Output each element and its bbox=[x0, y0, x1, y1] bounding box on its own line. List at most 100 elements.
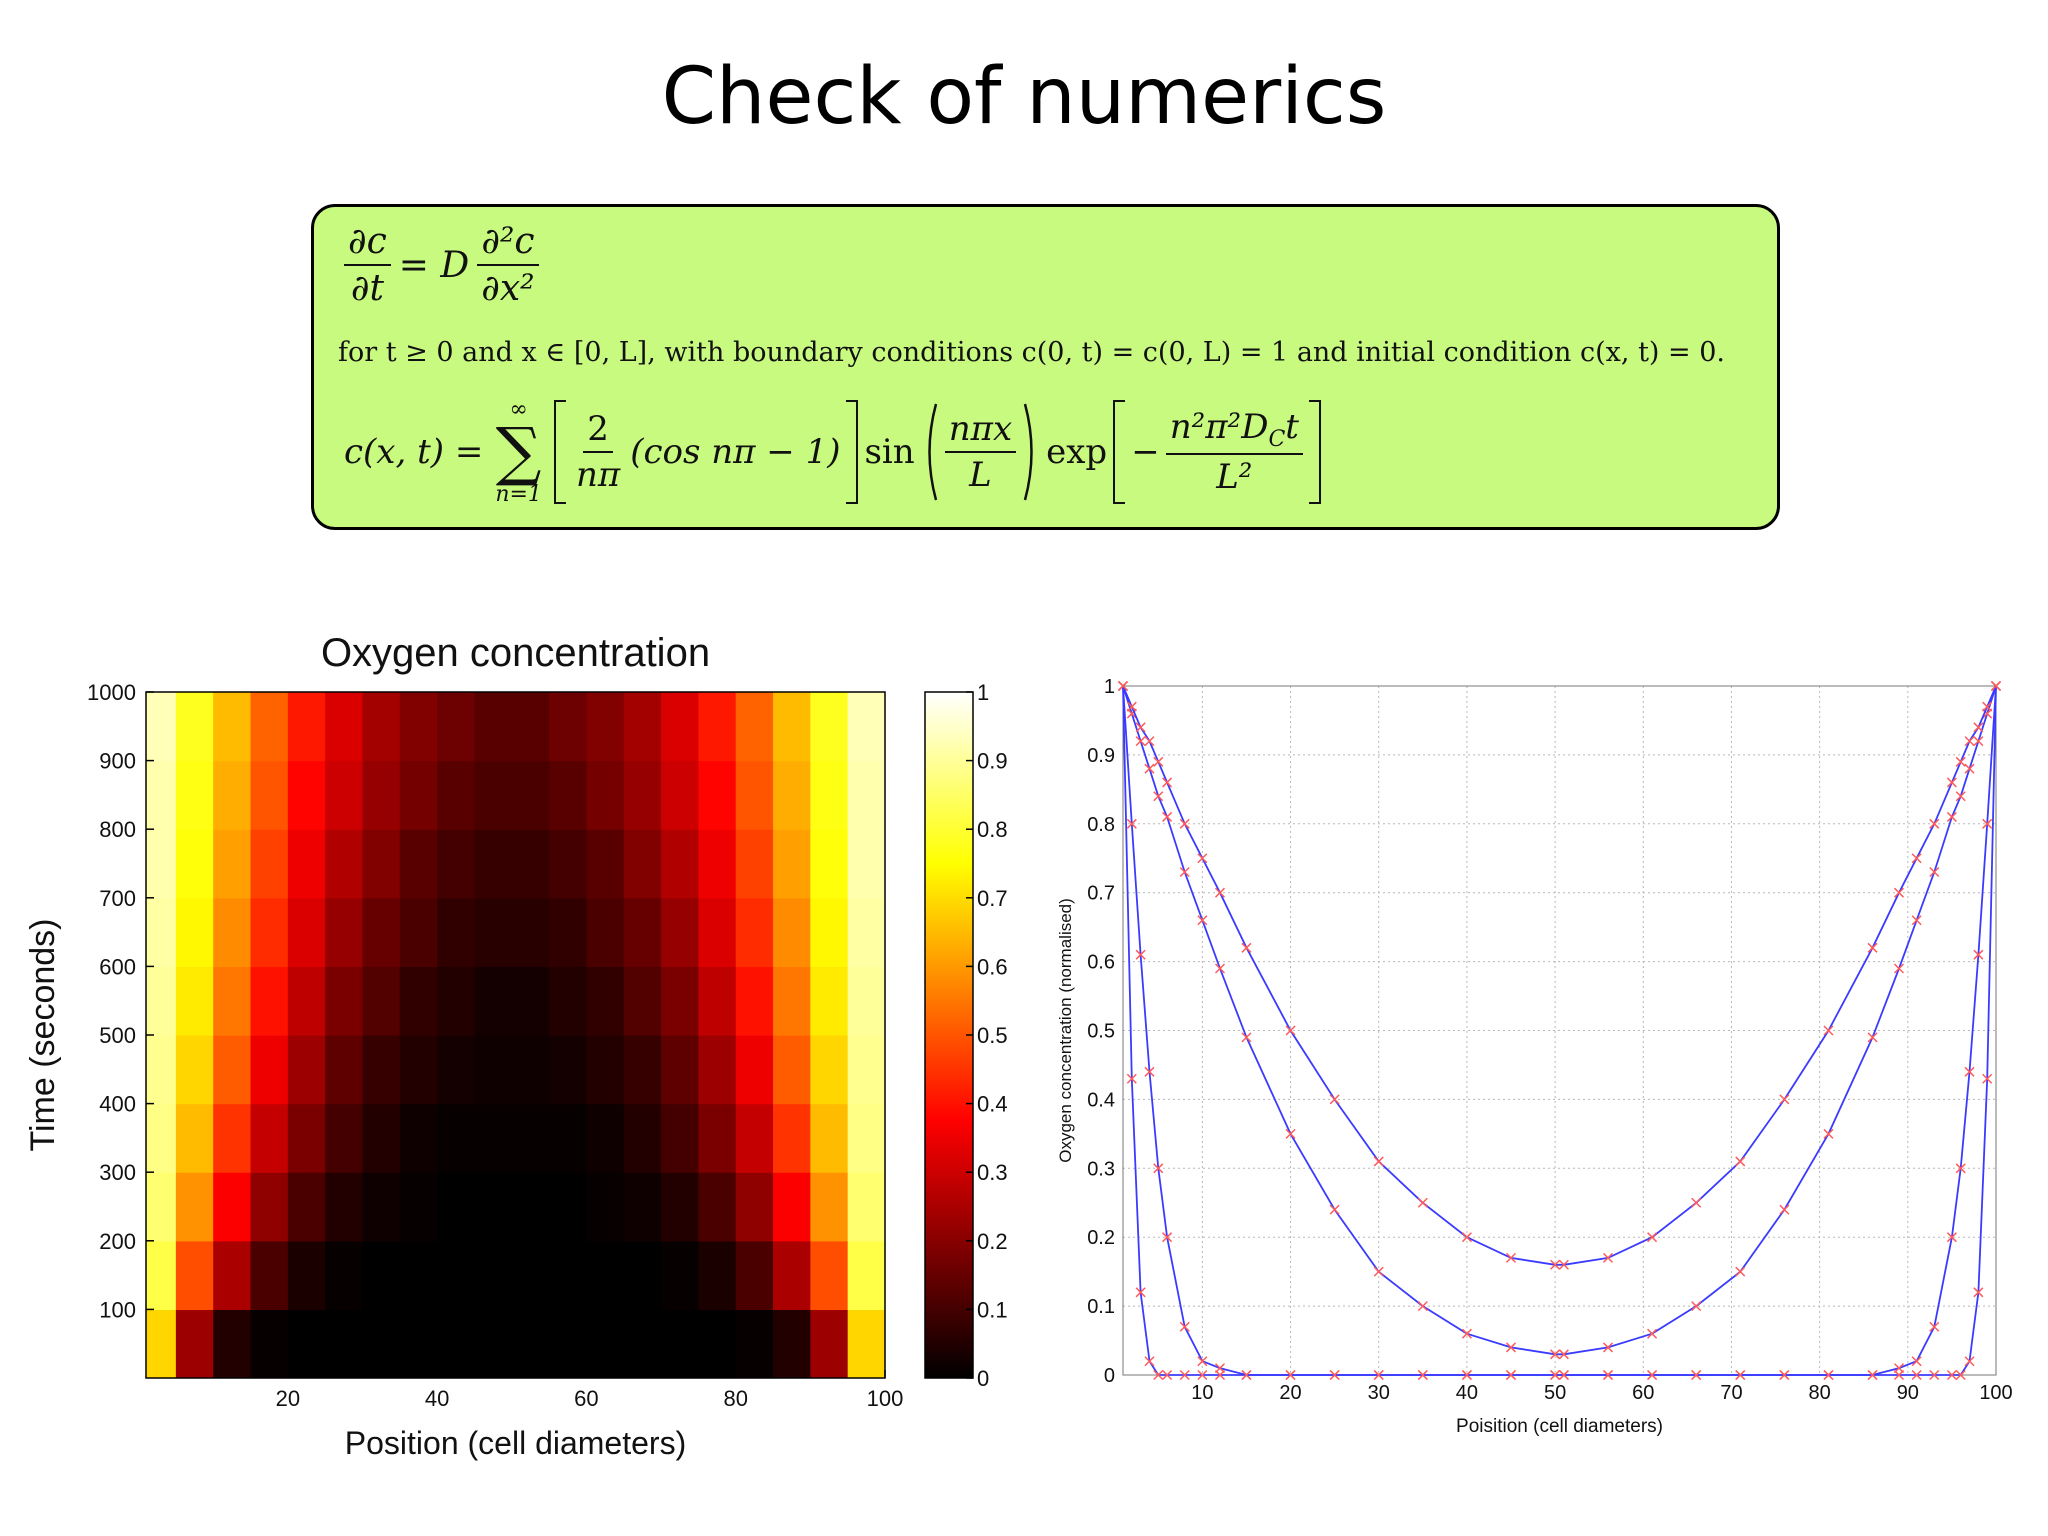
data-marker bbox=[1461, 1232, 1472, 1243]
bracket-left bbox=[553, 400, 566, 504]
data-marker bbox=[1964, 763, 1975, 774]
heatmap-cell bbox=[399, 966, 438, 1036]
data-marker bbox=[1162, 1232, 1173, 1243]
heatmap-cell bbox=[325, 760, 364, 830]
cos-term: (cos nπ − 1) bbox=[630, 432, 841, 472]
heatmap-cell bbox=[698, 1309, 737, 1378]
data-marker bbox=[1893, 887, 1905, 898]
data-marker bbox=[1735, 1369, 1746, 1381]
data-marker bbox=[1550, 1259, 1561, 1270]
heatmap-cell bbox=[586, 760, 625, 830]
data-marker bbox=[1929, 866, 1940, 878]
data-marker bbox=[1285, 1128, 1296, 1139]
heatmap-cell bbox=[399, 1172, 438, 1242]
data-marker bbox=[1735, 1266, 1746, 1277]
heatmap-cell bbox=[362, 829, 401, 899]
heatmap-cell bbox=[437, 1309, 476, 1378]
data-marker bbox=[1955, 756, 1966, 767]
heatmap-cell bbox=[175, 897, 214, 967]
x-tick-label: 30 bbox=[1368, 1382, 1390, 1404]
heatmap-cell bbox=[735, 1309, 774, 1378]
heatmap-cell bbox=[399, 1103, 438, 1173]
heatmap-cell bbox=[735, 1103, 774, 1173]
heatmap-cell bbox=[175, 1309, 214, 1378]
data-marker bbox=[1162, 1369, 1173, 1381]
heatmap-cell bbox=[287, 1309, 326, 1378]
heatmap-cell bbox=[511, 1103, 550, 1173]
heatmap-cell bbox=[623, 1240, 662, 1310]
sum-symbol: ∑ bbox=[495, 415, 542, 489]
fraction: nπx L bbox=[944, 409, 1017, 495]
heatmap-cell bbox=[325, 897, 364, 967]
data-marker bbox=[1214, 1363, 1226, 1374]
heatmap-cell bbox=[661, 829, 699, 899]
y-tick-label: 600 bbox=[99, 954, 136, 979]
heatmap-cell bbox=[735, 1240, 774, 1310]
heatmap-cell bbox=[175, 966, 214, 1036]
x-tick-label: 60 bbox=[1632, 1382, 1654, 1404]
data-marker bbox=[1867, 942, 1878, 953]
heatmap-cell bbox=[474, 829, 513, 899]
heatmap-cell bbox=[213, 1309, 252, 1378]
numerator-part: n²π²D bbox=[1169, 406, 1269, 447]
data-marker bbox=[1144, 1066, 1155, 1077]
sum-lower: n=1 bbox=[495, 482, 542, 507]
heatmap-cell bbox=[437, 966, 476, 1036]
heatmap-cell bbox=[847, 1103, 885, 1173]
data-marker bbox=[1179, 818, 1190, 829]
heatmap-cell bbox=[773, 760, 811, 830]
data-marker bbox=[1955, 791, 1966, 802]
heatmap-cell bbox=[549, 760, 588, 830]
y-tick-label: 0.3 bbox=[1087, 1158, 1115, 1180]
heatmap-cell bbox=[735, 1035, 774, 1105]
numerator: n²π²DCt bbox=[1165, 406, 1303, 456]
heatmap-cell bbox=[549, 692, 588, 762]
heatmap-cell bbox=[773, 1240, 811, 1310]
heatmap-cell bbox=[362, 1309, 401, 1378]
data-marker bbox=[1867, 1032, 1878, 1043]
heatmap-cell bbox=[847, 966, 885, 1036]
heatmap-cell bbox=[362, 1103, 401, 1173]
y-tick-label: 0.6 bbox=[1087, 952, 1115, 974]
data-marker bbox=[1558, 1349, 1569, 1360]
colorbar-tick-label: 0.6 bbox=[977, 954, 1008, 979]
data-marker bbox=[1135, 736, 1146, 747]
heatmap-cell bbox=[213, 760, 252, 830]
heatmap-cell bbox=[661, 760, 699, 830]
heatmap-cell bbox=[250, 1240, 289, 1310]
x-tick-label: 50 bbox=[1544, 1382, 1566, 1404]
numerator: ∂c bbox=[344, 221, 391, 266]
heatmap-cell bbox=[146, 897, 177, 967]
heatmap-cell bbox=[250, 1172, 289, 1242]
heatmap-cell bbox=[698, 692, 737, 762]
heatmap-cell bbox=[586, 1103, 625, 1173]
heatmap-cell bbox=[847, 1309, 885, 1378]
heatmap-cell bbox=[437, 829, 476, 899]
y-tick-label: 0 bbox=[1104, 1365, 1115, 1387]
x-tick-label: 80 bbox=[1809, 1382, 1831, 1404]
y-tick-label: 500 bbox=[99, 1023, 136, 1048]
heatmap-cell bbox=[623, 1309, 662, 1378]
heatmap-cell bbox=[735, 760, 774, 830]
data-marker bbox=[1329, 1094, 1340, 1105]
heatmap-cell bbox=[810, 1240, 849, 1310]
heatmap-cell bbox=[623, 692, 662, 762]
heatmap-cell bbox=[623, 1103, 662, 1173]
y-tick-label: 200 bbox=[99, 1229, 136, 1254]
heatmap-cell bbox=[698, 897, 737, 967]
heatmap-cell bbox=[810, 1172, 849, 1242]
colorbar-tick-label: 0.1 bbox=[977, 1297, 1008, 1322]
data-marker bbox=[1505, 1342, 1517, 1353]
y-axis-label: Oxygen concentration (normalised) bbox=[1056, 898, 1075, 1163]
heatmap-cell bbox=[362, 1172, 401, 1242]
heatmap-cell bbox=[511, 1309, 550, 1378]
heatmap-cell bbox=[250, 692, 289, 762]
heatmap-cell bbox=[661, 1240, 699, 1310]
data-marker bbox=[1973, 949, 1984, 960]
heatmap-cell bbox=[773, 1309, 811, 1378]
data-marker bbox=[1647, 1232, 1658, 1243]
heatmap-cell bbox=[735, 829, 774, 899]
heatmap-cell bbox=[698, 1035, 737, 1105]
heatmap-cell bbox=[623, 966, 662, 1036]
heatmap-cell bbox=[175, 829, 214, 899]
